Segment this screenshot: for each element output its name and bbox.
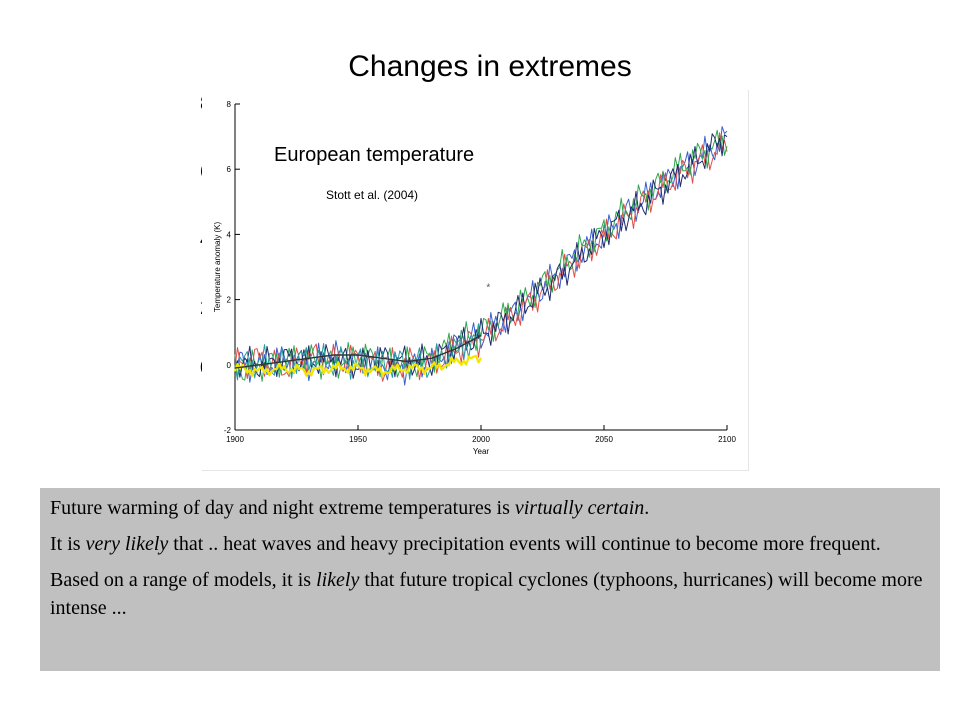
x-tick-label: 1900 (226, 435, 244, 444)
x-tick-label: 2050 (595, 435, 613, 444)
note-text: Future warming of day and night extreme … (50, 497, 515, 519)
note-paragraph: Based on a range of models, it is likely… (50, 566, 930, 622)
note-emphasis: virtually certain (514, 497, 645, 519)
series-line-run-blue (234, 126, 728, 386)
series-line-run-red (234, 132, 728, 382)
y-tick-label: 2 (227, 296, 232, 305)
note-paragraph: It is very likely that .. heat waves and… (50, 530, 930, 558)
y-tick-label: 4 (227, 230, 232, 239)
chart-citation: Stott et al. (2004) (326, 188, 419, 202)
note-text: that .. heat waves and heavy precipitati… (168, 533, 881, 555)
series-line-observed (233, 354, 482, 377)
slide-title: Changes in extremes (348, 50, 632, 83)
note-text: . (644, 497, 650, 519)
chart-panel: -2 0 2 4 6 8 1900 1950 2000 2050 2100 Year Temperatu… (202, 90, 749, 471)
y-axis-label: Temperature anomaly (K) (213, 222, 222, 313)
note-emphasis: very likely (85, 533, 169, 555)
x-tick-label: 1950 (349, 435, 367, 444)
x-axis-label: Year (473, 447, 490, 456)
asterisk-marker: * (486, 283, 490, 294)
note-text: that future tropical cyclones (typhoons,… (50, 569, 923, 619)
temperature-chart: -2 0 2 4 6 8 1900 1950 2000 2050 2100 Year Temperatu… (213, 100, 736, 456)
notes-box: Future warming of day and night extreme … (40, 488, 940, 671)
chart-title: European temperature (274, 144, 475, 166)
y-tick-label: 8 (227, 100, 232, 109)
note-text: It is (50, 533, 86, 555)
note-text: Based on a range of models, it is (50, 569, 317, 591)
note-paragraph: Future warming of day and night extreme … (50, 494, 930, 522)
series-line-smooth (234, 334, 482, 369)
y-tick-label: 0 (227, 361, 232, 370)
y-tick-label: 6 (227, 165, 232, 174)
x-tick-label: 2000 (472, 435, 490, 444)
series-line-run-green (234, 129, 728, 382)
x-tick-label: 2100 (718, 435, 736, 444)
note-emphasis: likely (316, 569, 360, 591)
y-tick-label: -2 (224, 426, 232, 435)
